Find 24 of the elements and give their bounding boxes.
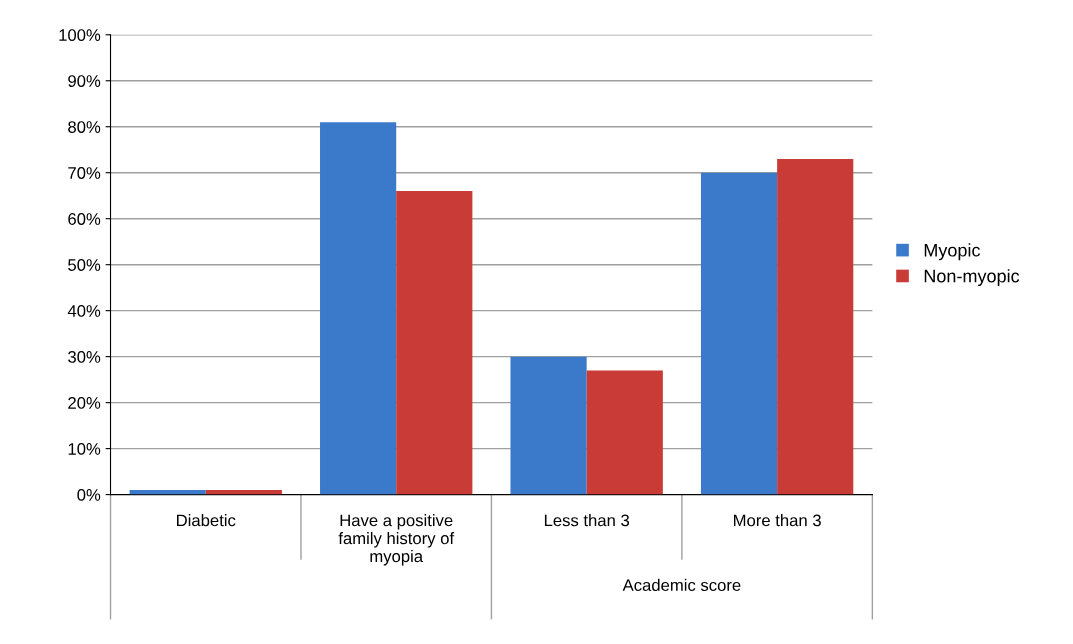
y-tick-label: 70% — [68, 167, 101, 179]
bar — [396, 191, 473, 495]
x-tick-label: More than 3 — [734, 514, 821, 527]
legend-label: Non-myopic — [924, 269, 1020, 287]
text: Academic score — [622, 578, 741, 592]
x-tick-label: Have a positive family history of myopia — [338, 514, 455, 566]
bar — [320, 122, 397, 495]
bar — [510, 356, 587, 495]
x-tick-label: Less than 3 — [544, 514, 630, 527]
y-tick-label: 0% — [77, 488, 101, 501]
y-tick-label: 90% — [68, 75, 101, 87]
x-tick-label: Diabetic — [177, 514, 236, 527]
y-tick-label: 10% — [68, 443, 101, 455]
bar — [700, 172, 778, 495]
bar — [586, 370, 663, 495]
y-tick-label: 50% — [68, 259, 101, 271]
y-tick-label: 30% — [68, 351, 101, 363]
bar — [777, 158, 854, 495]
legend-label: Myopic — [924, 243, 981, 261]
y-tick-label: 80% — [68, 121, 101, 133]
y-tick-label: 40% — [67, 305, 101, 317]
y-tick-label: 100% — [59, 29, 101, 41]
y-tick-label: 20% — [68, 397, 101, 409]
y-tick-label: 60% — [68, 213, 101, 225]
